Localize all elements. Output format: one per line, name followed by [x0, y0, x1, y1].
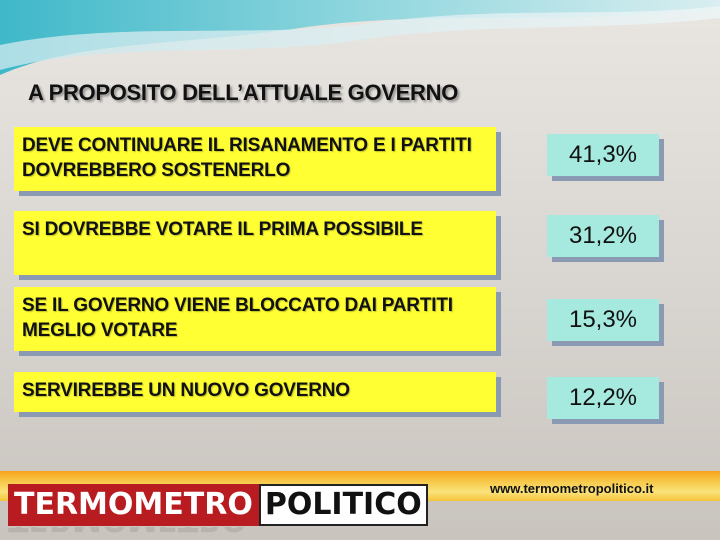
- value-box-1: 41,3%: [547, 134, 659, 176]
- answer-text: DEVE CONTINUARE IL RISANAMENTO E I PARTI…: [22, 135, 472, 181]
- value-text: 12,2%: [568, 384, 638, 411]
- answer-box-4: SERVIREBBE UN NUOVO GOVERNO: [14, 372, 496, 412]
- logo-reflection: TERMOMETRO: [8, 527, 258, 540]
- logo-text-right: POLITICO: [258, 484, 428, 526]
- answer-text: SERVIREBBE UN NUOVO GOVERNO: [22, 380, 350, 401]
- value-text: 41,3%: [568, 141, 638, 168]
- slide-title: A PROPOSITO DELL’ATTUALE GOVERNO: [28, 80, 459, 105]
- answer-box-1: DEVE CONTINUARE IL RISANAMENTO E I PARTI…: [14, 127, 496, 191]
- logo-reflection-text: TERMOMETRO: [8, 527, 258, 540]
- value-box-3: 15,3%: [547, 299, 659, 341]
- answer-box-3: SE IL GOVERNO VIENE BLOCCATO DAI PARTITI…: [14, 287, 496, 351]
- value-box-2: 31,2%: [547, 215, 659, 257]
- logo-text-left: TERMOMETRO: [8, 484, 259, 526]
- answer-box-2: SI DOVREBBE VOTARE IL PRIMA POSSIBILE: [14, 211, 496, 275]
- answer-text: SE IL GOVERNO VIENE BLOCCATO DAI PARTITI…: [22, 295, 453, 341]
- value-box-4: 12,2%: [547, 377, 659, 419]
- termometro-politico-logo: TERMOMETRO POLITICO: [8, 484, 428, 526]
- value-text: 15,3%: [568, 306, 638, 333]
- value-text: 31,2%: [568, 222, 638, 249]
- website-url: www.termometropolitico.it: [490, 481, 654, 496]
- decorative-wave-background: [0, 0, 720, 75]
- answer-text: SI DOVREBBE VOTARE IL PRIMA POSSIBILE: [22, 219, 423, 240]
